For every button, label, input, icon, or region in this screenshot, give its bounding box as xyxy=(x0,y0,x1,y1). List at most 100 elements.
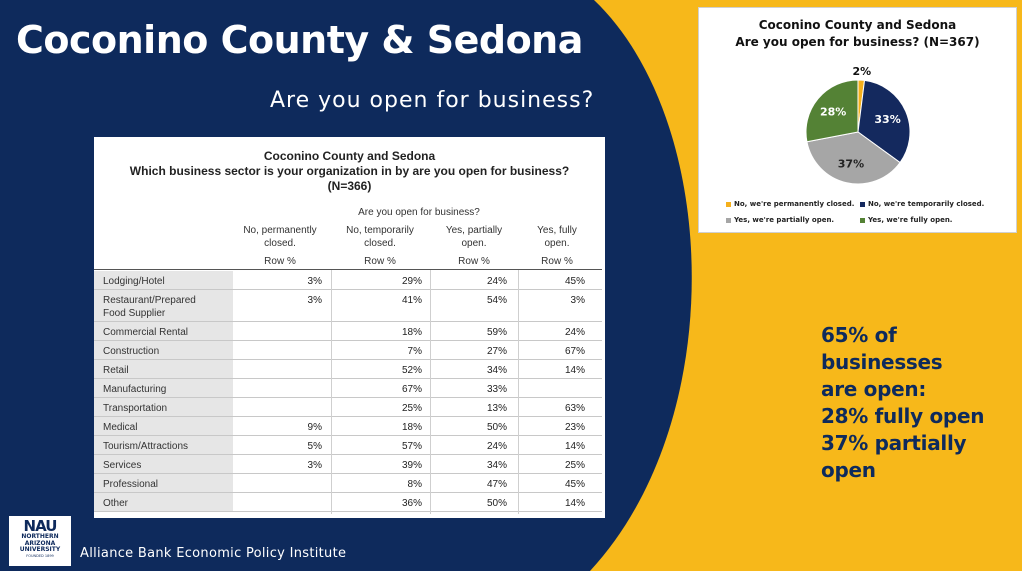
row-label-line: Commercial Rental xyxy=(103,327,189,338)
pie-label-fully-open: 28% xyxy=(820,105,846,118)
table-cell: 47% xyxy=(486,479,507,490)
row-label: Tourism/Attractions xyxy=(94,436,233,454)
slide-title: Coconino County & Sedona xyxy=(16,18,583,62)
table-cell: 39% xyxy=(401,460,422,471)
table-row: Restaurant/Prepared Food Supplier 3% 41% … xyxy=(94,290,602,322)
table-row: Retail 52% 34% 14% xyxy=(94,360,602,379)
table-cell: 45% xyxy=(564,276,585,287)
table-cell: 7% xyxy=(407,346,422,357)
pie-chart-card: Coconino County and Sedona Are you open … xyxy=(698,7,1017,233)
table-cell: 34% xyxy=(486,460,507,471)
logo-founded: FOUNDED 1899 xyxy=(26,553,54,558)
table-cell: 67% xyxy=(564,346,585,357)
logo-text: UNIVERSITY xyxy=(19,546,61,553)
table-cell: 24% xyxy=(486,441,507,452)
legend-swatch xyxy=(726,201,731,207)
row-label: Transportation xyxy=(94,398,233,416)
column-header-line: No, temporarily xyxy=(346,225,414,236)
table-cell: 5% xyxy=(307,441,322,452)
table-title-line2: Which business sector is your organizati… xyxy=(129,164,570,178)
footer-institute: Alliance Bank Economic Policy Institute xyxy=(80,546,347,561)
table-cell: 8% xyxy=(407,479,422,490)
row-label-line: Construction xyxy=(103,346,160,357)
table-row: Other 36% 50% 14% xyxy=(94,493,602,512)
row-label-line: Transportation xyxy=(103,403,168,414)
table-title: Coconino County and Sedona Which busines… xyxy=(94,149,605,194)
column-header-line: closed. xyxy=(264,238,296,249)
pie-slice-temporarily-closed xyxy=(857,79,911,164)
legend-label: No, we're permanently closed. xyxy=(734,200,855,208)
row-label: Construction xyxy=(94,341,233,359)
crosstab-table: Coconino County and Sedona Which busines… xyxy=(94,137,605,518)
table-cell: 50% xyxy=(486,498,507,509)
row-label-line: Professional xyxy=(103,479,159,490)
legend-label: Yes, we're fully open. xyxy=(868,216,953,224)
row-label-line: Tourism/Attractions xyxy=(103,441,189,452)
pie-slice-fully-open xyxy=(805,79,859,143)
table-title-line1: Coconino County and Sedona xyxy=(263,149,436,163)
table-cell: 23% xyxy=(564,422,585,433)
slide-subtitle: Are you open for business? xyxy=(270,88,595,113)
table-cell: 18% xyxy=(401,422,422,433)
legend-item-fully-open: Yes, we're fully open. xyxy=(860,216,952,224)
column-subheader: Row % xyxy=(458,256,490,267)
table-row: Manufacturing 67% 33% xyxy=(94,379,602,398)
row-label: Services xyxy=(94,455,233,473)
column-divider xyxy=(518,270,519,514)
table-row: Transportation 25% 13% 63% xyxy=(94,398,602,417)
pie-title-line1: Coconino County and Sedona xyxy=(758,18,957,32)
row-label-line: Medical xyxy=(103,422,138,433)
column-header-line: Yes, partially xyxy=(445,225,503,236)
table-header-divider xyxy=(94,269,602,270)
logo-text: NORTHERN xyxy=(21,533,59,540)
legend-item-permanently-closed: No, we're permanently closed. xyxy=(726,200,854,208)
table-row: Medical 9% 18% 50% 23% xyxy=(94,417,602,436)
table-row: Construction 7% 27% 67% xyxy=(94,341,602,360)
column-header-temporarily-closed: No, temporarily closed. xyxy=(334,224,426,250)
table-row: Services 3% 39% 34% 25% xyxy=(94,455,602,474)
column-subheader: Row % xyxy=(364,256,396,267)
pie-chart: 2% 33% 37% 28% xyxy=(805,65,911,185)
table-cell: 18% xyxy=(401,327,422,338)
table-cell: 34% xyxy=(486,365,507,376)
column-divider xyxy=(430,270,431,514)
table-cell: 25% xyxy=(401,403,422,414)
row-label-line: Manufacturing xyxy=(103,384,167,395)
legend-swatch xyxy=(726,217,731,223)
pie-label-partially-open: 37% xyxy=(838,157,864,170)
row-label: Commercial Rental xyxy=(94,322,233,340)
table-cell: 3% xyxy=(307,295,322,306)
row-label: Other xyxy=(94,493,233,511)
table-cell: 45% xyxy=(564,479,585,490)
column-header-line: closed. xyxy=(364,238,396,249)
legend-item-partially-open: Yes, we're partially open. xyxy=(726,216,834,224)
logo-text: ARIZONA xyxy=(24,539,56,547)
callout-line: 28% fully open xyxy=(821,404,985,428)
column-subheader: Row % xyxy=(264,256,296,267)
column-header-line: No, permanently xyxy=(243,225,317,236)
logo-mark: NAU xyxy=(23,517,58,535)
table-cell: 24% xyxy=(486,276,507,287)
pie-chart-title: Coconino County and Sedona Are you open … xyxy=(699,17,1016,51)
table-cell: 25% xyxy=(564,460,585,471)
legend-item-temporarily-closed: No, we're temporarily closed. xyxy=(860,200,984,208)
table-row: Lodging/Hotel 3% 29% 24% 45% xyxy=(94,271,602,290)
table-cell: 3% xyxy=(307,460,322,471)
table-row: Tourism/Attractions 5% 57% 24% 14% xyxy=(94,436,602,455)
table-cell: 14% xyxy=(564,441,585,452)
column-subheader: Row % xyxy=(541,256,573,267)
legend-swatch xyxy=(860,217,865,223)
table-cell: 29% xyxy=(401,276,422,287)
pie-title-line2: Are you open for business? (N=367) xyxy=(735,35,980,49)
row-label-line: Restaurant/Prepared xyxy=(103,295,196,306)
table-cell: 50% xyxy=(486,422,507,433)
row-label-line: Lodging/Hotel xyxy=(103,276,165,287)
nau-logo: NAU NORTHERN ARIZONA UNIVERSITY FOUNDED … xyxy=(9,516,71,566)
column-header-partially-open: Yes, partially open. xyxy=(429,224,519,250)
table-row: Professional 8% 47% 45% xyxy=(94,474,602,493)
table-cell: 67% xyxy=(401,384,422,395)
row-label-line: Services xyxy=(103,460,142,471)
summary-callout: 65% of businesses are open: 28% fully op… xyxy=(821,322,1022,484)
pie-label-temporarily-closed: 33% xyxy=(874,113,900,126)
row-label: Retail xyxy=(94,360,233,378)
